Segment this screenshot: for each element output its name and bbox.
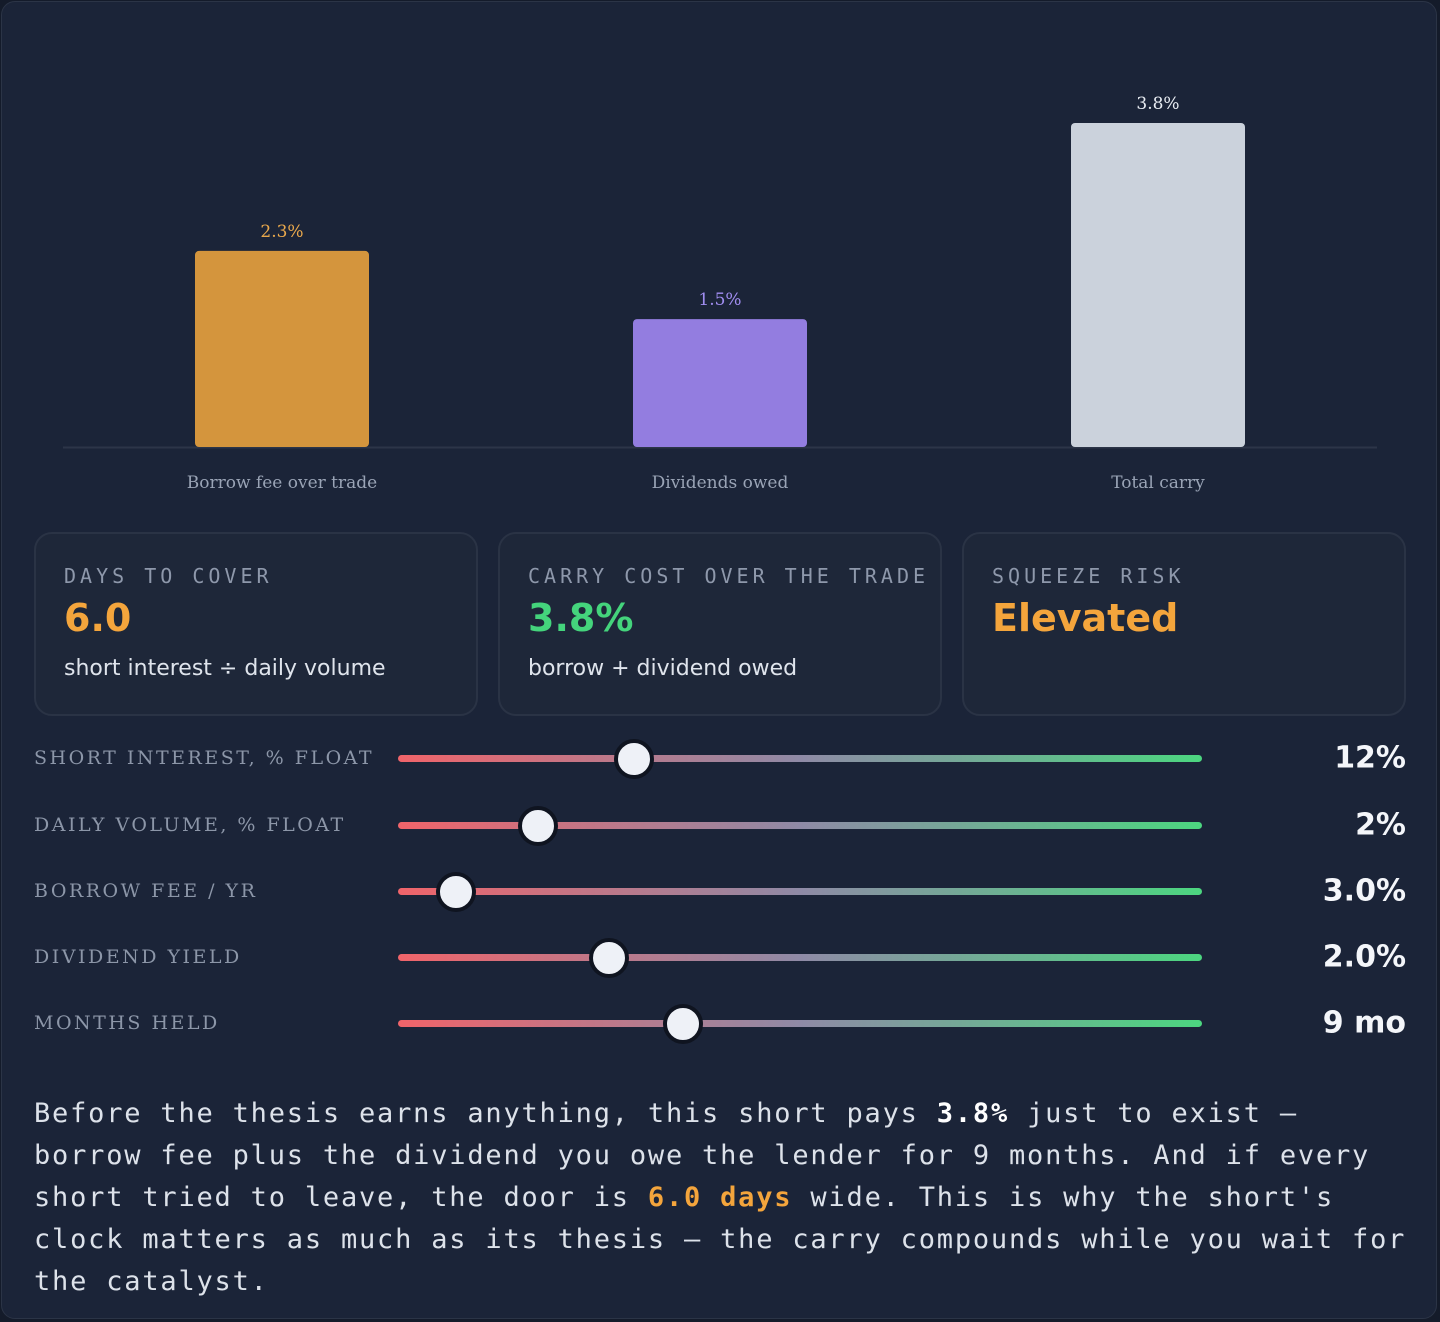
bar-value-label: 2.3%	[260, 222, 303, 242]
slider-thumb[interactable]	[588, 937, 629, 978]
slider-label: MONTHS HELD	[34, 1012, 220, 1034]
slider-thumb[interactable]	[435, 871, 476, 912]
slider-value: 3.0%	[1322, 873, 1406, 909]
category-label: Borrow fee over trade	[187, 473, 377, 493]
slider-value: 2.0%	[1322, 939, 1406, 975]
bar-value-label: 1.5%	[698, 290, 741, 310]
slider-dividend-yield: DIVIDEND YIELD 2.0%	[34, 937, 1406, 978]
slider-value: 2%	[1355, 807, 1406, 843]
bar-value-label: 3.8%	[1136, 94, 1179, 114]
days-to-cover-value: 6.0	[64, 596, 132, 640]
squeeze-risk-value: Elevated	[992, 596, 1179, 640]
bar	[1071, 123, 1245, 447]
carry-cost-value: 3.8%	[528, 596, 634, 640]
slider-value: 9 mo	[1322, 1005, 1406, 1041]
category-label: Dividends owed	[652, 473, 789, 493]
slider-months-held: MONTHS HELD 9 mo	[34, 1003, 1406, 1044]
slider-borrow-fee: BORROW FEE / YR 3.0%	[34, 871, 1406, 912]
carry-cost-card: CARRY COST OVER THE TRADE 3.8% borrow + …	[498, 532, 942, 716]
slider-track[interactable]	[398, 738, 1202, 779]
days-to-cover-title: DAYS TO COVER	[64, 564, 273, 588]
slider-thumb[interactable]	[613, 738, 654, 779]
slider-thumb[interactable]	[517, 805, 558, 846]
slider-daily-volume: DAILY VOLUME, % FLOAT 2%	[34, 805, 1406, 846]
slider-label: DIVIDEND YIELD	[34, 946, 242, 968]
slider-value: 12%	[1334, 740, 1406, 776]
slider-track[interactable]	[398, 937, 1202, 978]
carry-cost-caption: borrow + dividend owed	[528, 656, 798, 681]
slider-label: BORROW FEE / YR	[34, 880, 258, 902]
slider-track[interactable]	[398, 1003, 1202, 1044]
days-to-cover-card: DAYS TO COVER 6.0 short interest ÷ daily…	[34, 532, 478, 716]
narrative-carry-highlight: 3.8%	[936, 1098, 1010, 1129]
carry-bar-chart: 2.3% Borrow fee over trade 1.5% Dividends o…	[63, 94, 1377, 493]
days-to-cover-caption: short interest ÷ daily volume	[64, 656, 386, 681]
slider-short-interest: SHORT INTEREST, % FLOAT 12%	[34, 738, 1406, 779]
squeeze-risk-title: SQUEEZE RISK	[992, 564, 1185, 588]
squeeze-risk-card: SQUEEZE RISK Elevated	[962, 532, 1406, 716]
bar	[195, 250, 369, 447]
carry-cost-title: CARRY COST OVER THE TRADE	[528, 564, 930, 588]
narrative-text: Before the thesis earns anything, this s…	[34, 1093, 1414, 1303]
narrative-days-highlight: 6.0 days	[647, 1182, 793, 1213]
category-label: Total carry	[1111, 473, 1205, 493]
narrative-part: just to exist — borrow fee plus the divi…	[34, 1098, 1371, 1213]
bar	[633, 319, 807, 447]
slider-track[interactable]	[398, 871, 1202, 912]
narrative-part: Before the thesis earns anything, this s…	[34, 1098, 937, 1129]
slider-label: SHORT INTEREST, % FLOAT	[34, 747, 374, 769]
slider-label: DAILY VOLUME, % FLOAT	[34, 814, 346, 836]
slider-thumb[interactable]	[663, 1003, 704, 1044]
narrative-part: wide. This is why the short's clock matt…	[34, 1182, 1407, 1297]
slider-track[interactable]	[398, 805, 1202, 846]
